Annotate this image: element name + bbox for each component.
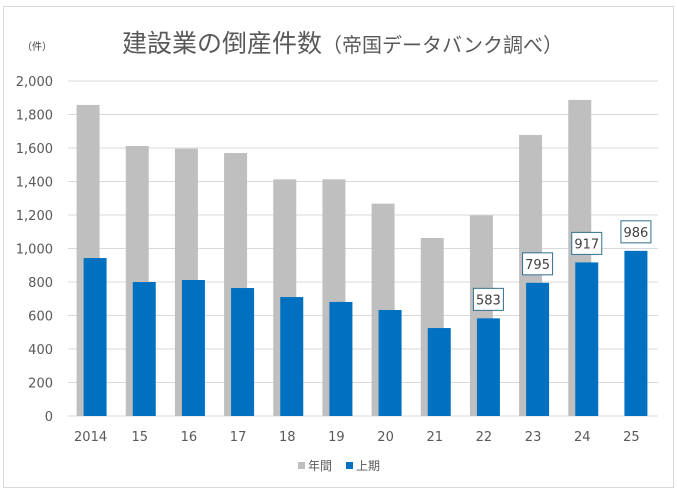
legend-swatch (346, 462, 353, 469)
bar-first-half (132, 282, 156, 416)
y-tick-label: 600 (28, 310, 53, 325)
bar-first-half (427, 328, 451, 416)
bar-first-half (329, 301, 353, 416)
y-tick-label: 1,600 (16, 142, 53, 157)
y-axis-ticks: 0 200 400 600 800 1,000 1,200 1,400 1,600 1,800 2,… (16, 75, 53, 425)
bar-first-half (280, 297, 304, 416)
data-label: 986 (624, 226, 649, 241)
data-label: 583 (476, 293, 501, 308)
x-tick-label: 21 (426, 430, 443, 445)
data-label-box (571, 231, 603, 255)
y-tick-label: 1,800 (16, 109, 53, 124)
x-tick-label: 25 (623, 430, 640, 445)
y-tick-label: 200 (28, 377, 53, 392)
legend-label: 上期 (356, 459, 380, 473)
x-tick-label: 20 (377, 430, 394, 445)
data-label-box (522, 252, 554, 276)
x-tick-label: 24 (574, 430, 591, 445)
legend-label: 年間 (308, 459, 332, 473)
data-labels: 583 795 917 986 (472, 220, 652, 311)
bar-first-half (476, 318, 500, 416)
x-tick-label: 2014 (74, 430, 107, 445)
gridlines (68, 80, 658, 417)
x-tick-label: 17 (230, 430, 247, 445)
x-axis-ticks: 2014 15 16 17 18 19 20 21 22 23 24 25 (74, 430, 640, 445)
bar-first-half (575, 262, 599, 416)
y-tick-label: 1,400 (16, 176, 53, 191)
bar-first-half (231, 288, 255, 416)
bar-first-half (624, 250, 648, 416)
chart-title: 建設業の倒産件数（帝国データバンク調べ） (122, 29, 563, 58)
y-axis-unit-label: （件） (22, 41, 52, 53)
data-label: 917 (574, 237, 599, 252)
data-label-box (472, 287, 504, 311)
legend-swatch (298, 462, 305, 469)
x-tick-label: 18 (279, 430, 296, 445)
legend: 年間 上期 (298, 459, 380, 473)
bar-first-half (83, 258, 107, 416)
x-tick-label: 19 (328, 430, 345, 445)
chart-title-source: （帝国データバンク調べ） (322, 33, 563, 57)
y-tick-label: 1,200 (16, 209, 53, 224)
bar-first-half (378, 309, 402, 416)
chart-title-main: 建設業の倒産件数 (122, 29, 322, 58)
y-tick-label: 400 (28, 343, 53, 358)
data-label: 795 (525, 258, 550, 273)
y-tick-label: 0 (45, 410, 53, 425)
x-tick-label: 16 (181, 430, 198, 445)
data-label-box (620, 220, 652, 244)
bar-first-half (181, 279, 205, 416)
x-tick-label: 15 (131, 430, 148, 445)
x-tick-label: 23 (525, 430, 542, 445)
bar-first-half (526, 282, 550, 416)
x-tick-label: 22 (476, 430, 493, 445)
y-tick-label: 800 (28, 276, 53, 291)
y-tick-label: 1,000 (16, 243, 53, 258)
bars (76, 99, 648, 417)
y-tick-label: 2,000 (16, 75, 53, 90)
